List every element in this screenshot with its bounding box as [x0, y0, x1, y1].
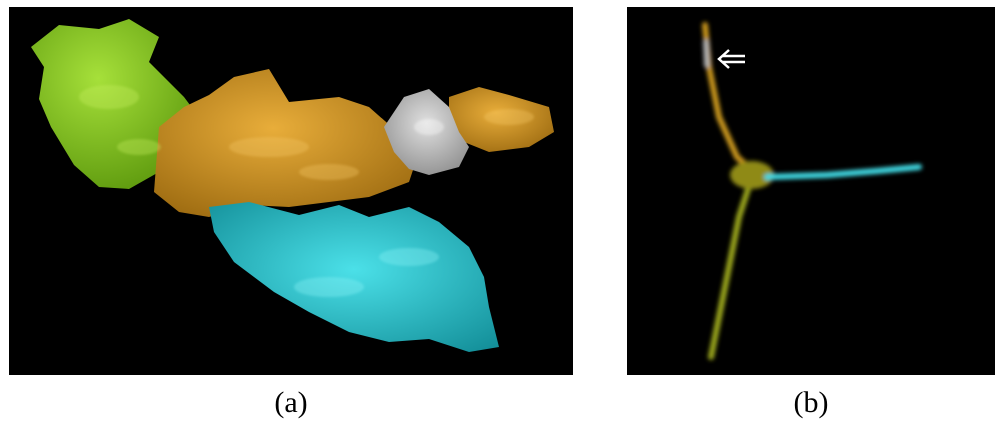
caption-a: (a)	[274, 386, 308, 419]
right-branch	[764, 164, 922, 180]
junction	[730, 161, 774, 189]
branching-trajectory-plot	[702, 22, 922, 360]
upper-branch	[702, 22, 760, 178]
panel-b-image	[627, 7, 995, 375]
double-arrow-left-icon	[717, 49, 745, 69]
point-cloud-render	[31, 19, 554, 352]
caption-b: (b)	[793, 386, 829, 419]
lower-branch	[708, 174, 755, 360]
highlighted-segment	[703, 39, 710, 68]
panel-a-image	[9, 7, 573, 375]
teal-cluster	[209, 202, 499, 352]
